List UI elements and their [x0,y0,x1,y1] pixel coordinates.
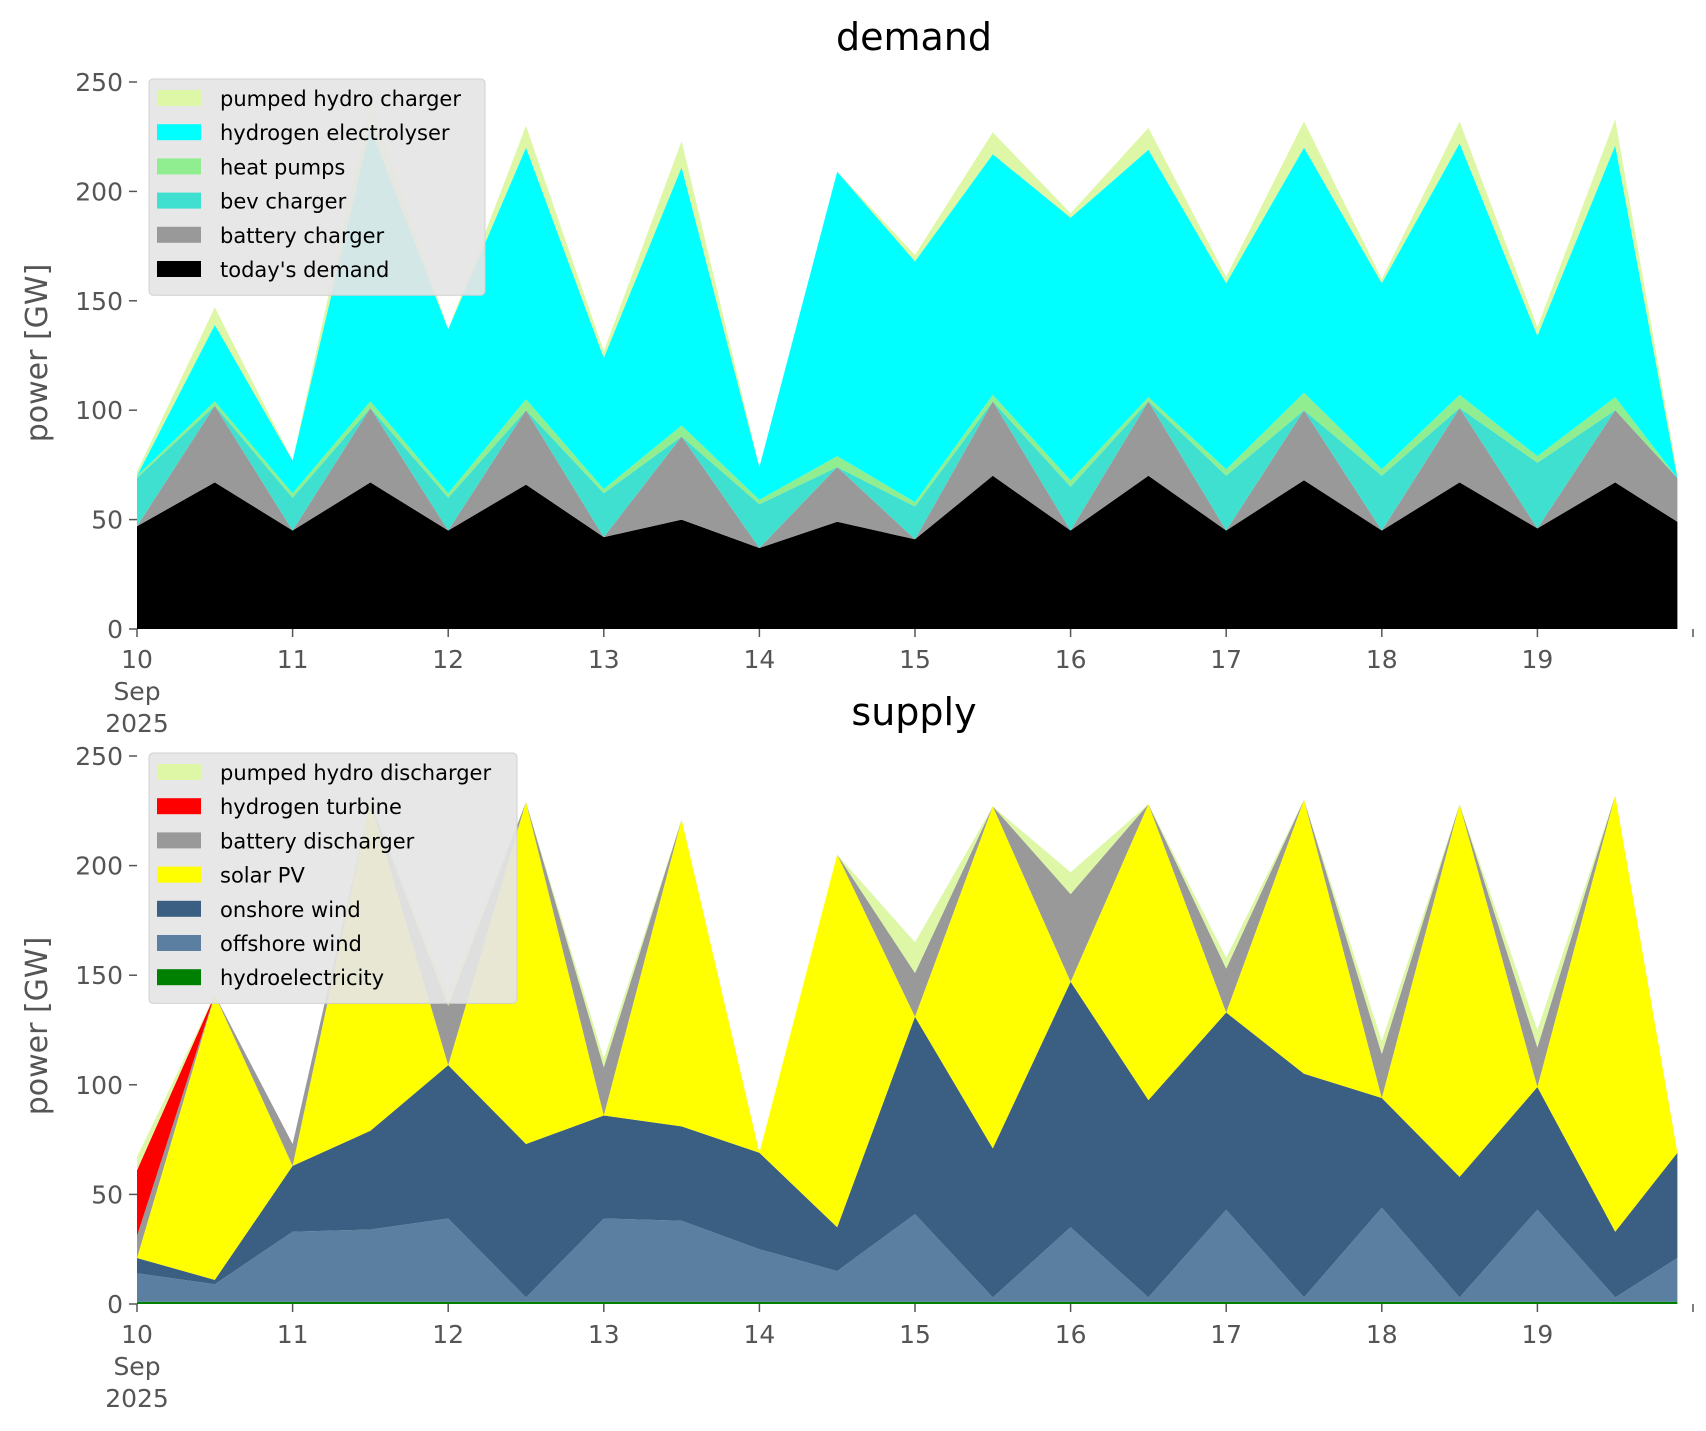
legend-label: heat pumps [220,155,345,179]
x-tick-label: 16 [1055,645,1087,674]
demand-ylabel: power [GW] [20,264,55,443]
legend-swatch [157,158,201,175]
legend-swatch [157,866,201,883]
demand-areas [137,101,1678,629]
y-tick-label: 0 [107,615,123,644]
y-tick-label: 50 [91,1180,123,1209]
x-tick-label: 14 [743,1320,775,1349]
y-tick-label: 50 [91,506,123,535]
legend-label: pumped hydro charger [220,87,461,111]
supply-areas [137,795,1678,1304]
y-tick-label: 100 [75,396,123,425]
legend-label: solar PV [220,864,305,888]
legend-swatch [157,226,201,243]
x-tick-label: 18 [1366,645,1398,674]
legend-swatch [157,935,201,951]
x-tick-label: 19 [1521,645,1553,674]
x-tick-label: 10 Sep 2025 [105,645,169,738]
legend-label: offshore wind [220,932,362,956]
area-offshore-wind [137,1207,1678,1302]
area-bev-charger [137,401,1678,548]
legend-swatch [157,900,201,917]
legend-label: battery charger [220,224,385,248]
x-tick-label: 14 [743,645,775,674]
legend-label: onshore wind [220,898,361,922]
demand-title: demand [836,15,992,59]
legend-label: hydrogen turbine [220,795,402,819]
area-battery-charger [137,401,1678,548]
y-tick-label: 250 [75,68,123,97]
y-tick-label: 200 [75,177,123,206]
x-tick-label: 13 [588,645,620,674]
y-tick-label: 150 [75,961,123,990]
x-tick-label: 11 [277,1320,309,1349]
y-tick-label: 150 [75,287,123,316]
supply-axes: 0 50 100 150 200 250 10 Sep 2025 11 12 13 14 15 16 17 18… [75,742,1694,1413]
x-tick-label: 18 [1366,1320,1398,1349]
demand-legend: pumped hydro charger hydrogen electrolyse… [148,78,486,296]
legend-swatch [157,90,201,106]
legend-swatch [157,124,201,141]
supply-title: supply [851,690,976,734]
legend-box [148,752,518,1004]
legend-label: hydrogen electrolyser [220,121,450,145]
area-today-s-demand [137,475,1678,629]
x-tick-label: 17 [1210,645,1242,674]
demand-axes: 0 50 100 150 200 250 10 Sep 2025 11 12 13 14 15 16 17 18… [75,68,1694,738]
demand-panel: demand power [GW] 0 50 100 150 200 250 10 Sep 20… [20,15,1694,738]
x-tick-label: 16 [1055,1320,1087,1349]
area-hydrogen-electrolyser [137,127,1678,503]
y-tick-label: 200 [75,852,123,881]
x-tick-label: 15 [899,1320,931,1349]
x-tick-label: 12 [432,1320,464,1349]
legend-swatch [157,832,201,849]
x-tick-label: 17 [1210,1320,1242,1349]
legend-label: hydroelectricity [220,966,384,990]
area-heat-pumps [137,392,1678,507]
y-tick-label: 250 [75,742,123,771]
area-hydroelectricity [137,1301,1678,1304]
area-solar-pv [137,795,1678,1280]
legend-swatch [157,969,201,986]
x-tick-label: 19 [1521,1320,1553,1349]
supply-ylabel: power [GW] [20,937,55,1116]
area-battery-discharger [137,795,1678,1258]
legend-label: pumped hydro discharger [220,761,491,785]
area-onshore-wind [137,981,1678,1298]
x-tick-label: 15 [899,645,931,674]
supply-panel: supply power [GW] 0 50 100 150 200 250 10 Sep 20… [20,690,1694,1413]
legend-label: bev charger [220,190,347,214]
legend-swatch [157,764,201,780]
y-tick-label: 0 [107,1290,123,1319]
legend-box [148,78,486,296]
x-tick-label: 11 [277,645,309,674]
supply-legend: pumped hydro discharger hydrogen turbine b… [148,752,518,1004]
legend-swatch [157,192,201,209]
legend-swatch [157,798,201,815]
x-tick-label: 12 [432,645,464,674]
legend-swatch [157,261,201,277]
legend-label: battery discharger [220,829,415,853]
y-tick-label: 100 [75,1071,123,1100]
legend-label: today's demand [220,258,389,282]
x-tick-label: 13 [588,1320,620,1349]
x-tick-label: 10 Sep 2025 [105,1320,169,1413]
